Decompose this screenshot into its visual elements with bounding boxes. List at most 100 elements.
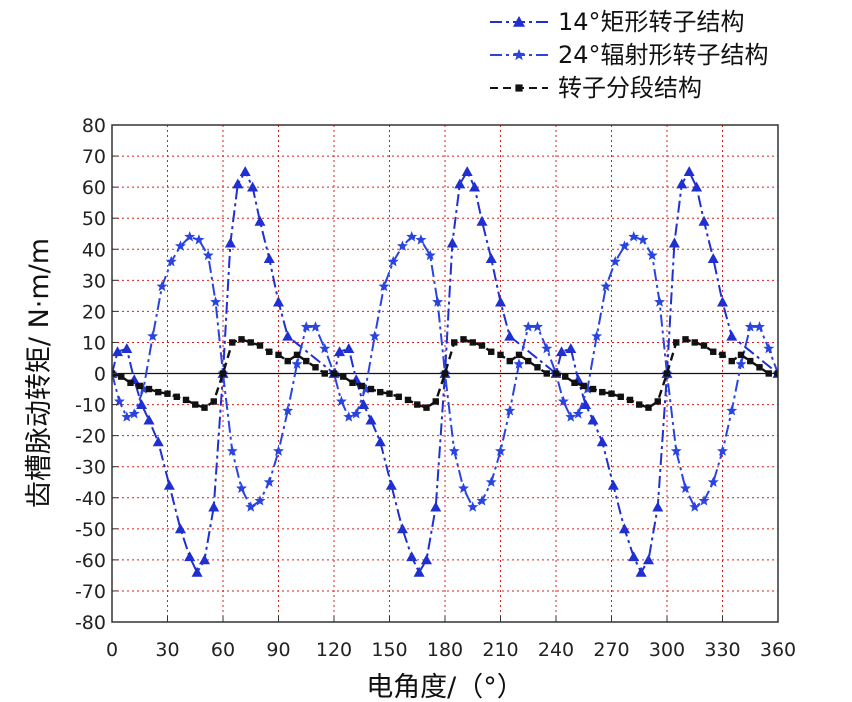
- data-point: [673, 339, 680, 346]
- y-tick-label: 50: [82, 208, 106, 230]
- data-point: [589, 385, 597, 393]
- data-point: [700, 342, 708, 349]
- data-point: [432, 398, 439, 405]
- x-tick-label: 60: [211, 639, 235, 661]
- y-tick-label: 0: [94, 364, 106, 386]
- legend-marker: [513, 48, 525, 61]
- data-point: [173, 393, 180, 400]
- data-point: [245, 501, 257, 512]
- data-point: [600, 280, 612, 292]
- y-tick-label: 10: [82, 332, 106, 354]
- data-point: [174, 523, 186, 534]
- data-point: [406, 551, 418, 562]
- x-tick-label: 240: [538, 639, 574, 661]
- data-point: [557, 395, 569, 407]
- data-point: [184, 231, 196, 242]
- data-point: [430, 501, 442, 512]
- data-point: [543, 370, 550, 377]
- data-point: [192, 401, 199, 408]
- data-point: [193, 234, 205, 245]
- data-point: [652, 501, 664, 512]
- data-point: [710, 348, 717, 355]
- data-point: [191, 566, 203, 577]
- data-point: [273, 445, 284, 456]
- data-point: [210, 398, 217, 405]
- data-point: [756, 364, 763, 371]
- data-point: [136, 399, 148, 409]
- data-point: [226, 445, 238, 456]
- data-point: [358, 399, 370, 409]
- data-point: [182, 396, 190, 404]
- data-point: [365, 414, 377, 425]
- data-point: [335, 395, 347, 407]
- data-point: [127, 379, 134, 387]
- data-point: [628, 551, 640, 562]
- data-point: [654, 296, 666, 307]
- data-point: [744, 321, 756, 332]
- data-point: [668, 237, 680, 248]
- y-tick-label: -40: [75, 488, 106, 510]
- data-point: [128, 408, 140, 419]
- data-point: [312, 364, 319, 371]
- data-point: [199, 554, 210, 565]
- legend-label: 24°辐射形转子结构: [558, 41, 769, 69]
- data-point: [378, 280, 390, 292]
- data-point: [691, 181, 703, 192]
- data-point: [145, 385, 153, 393]
- y-tick-label: -50: [75, 519, 106, 541]
- data-point: [591, 330, 603, 341]
- data-point: [136, 382, 143, 390]
- data-point: [682, 336, 689, 343]
- y-tick-label: -30: [75, 457, 106, 479]
- data-point: [618, 523, 630, 534]
- data-point: [263, 476, 275, 487]
- data-point: [774, 370, 778, 377]
- data-point: [359, 383, 371, 394]
- data-point: [645, 404, 652, 411]
- data-point: [343, 411, 355, 422]
- data-point: [282, 405, 294, 416]
- y-tick-label: -70: [75, 581, 106, 603]
- data-point: [541, 342, 553, 354]
- data-point: [689, 501, 701, 512]
- data-point: [628, 231, 640, 242]
- y-tick-label: 30: [82, 270, 106, 292]
- data-point: [113, 395, 125, 407]
- data-point: [691, 339, 698, 346]
- data-point: [263, 253, 275, 263]
- data-point: [310, 321, 321, 332]
- data-point: [165, 255, 177, 267]
- data-point: [155, 388, 162, 396]
- y-tick-label: -80: [75, 612, 106, 634]
- data-point: [707, 476, 719, 487]
- data-point: [358, 382, 365, 390]
- data-point: [448, 445, 460, 456]
- data-point: [580, 382, 587, 390]
- data-point: [478, 342, 486, 349]
- data-point: [572, 408, 584, 419]
- data-point: [396, 240, 408, 251]
- data-point: [556, 346, 568, 357]
- data-point: [340, 373, 347, 380]
- data-point: [330, 370, 338, 377]
- data-point: [349, 379, 356, 387]
- x-tick-label: 30: [155, 639, 179, 661]
- y-tick-label: 40: [82, 239, 106, 261]
- y-tick-label: 70: [82, 146, 106, 168]
- data-point: [424, 249, 436, 261]
- x-tick-label: 0: [106, 639, 118, 661]
- data-point: [321, 370, 328, 377]
- data-point: [239, 166, 251, 176]
- data-point: [460, 336, 467, 343]
- data-point: [202, 249, 214, 261]
- x-axis-title: 电角度/（°）: [366, 672, 524, 702]
- data-point: [350, 408, 362, 419]
- data-point: [369, 330, 381, 341]
- data-point: [454, 178, 466, 189]
- data-point: [495, 445, 506, 456]
- data-point: [552, 370, 560, 377]
- data-point: [488, 348, 495, 355]
- data-point: [469, 181, 481, 192]
- ticks: 0 30 60 90 120 150 180 210 240 270 300 330 360807060…: [75, 115, 796, 661]
